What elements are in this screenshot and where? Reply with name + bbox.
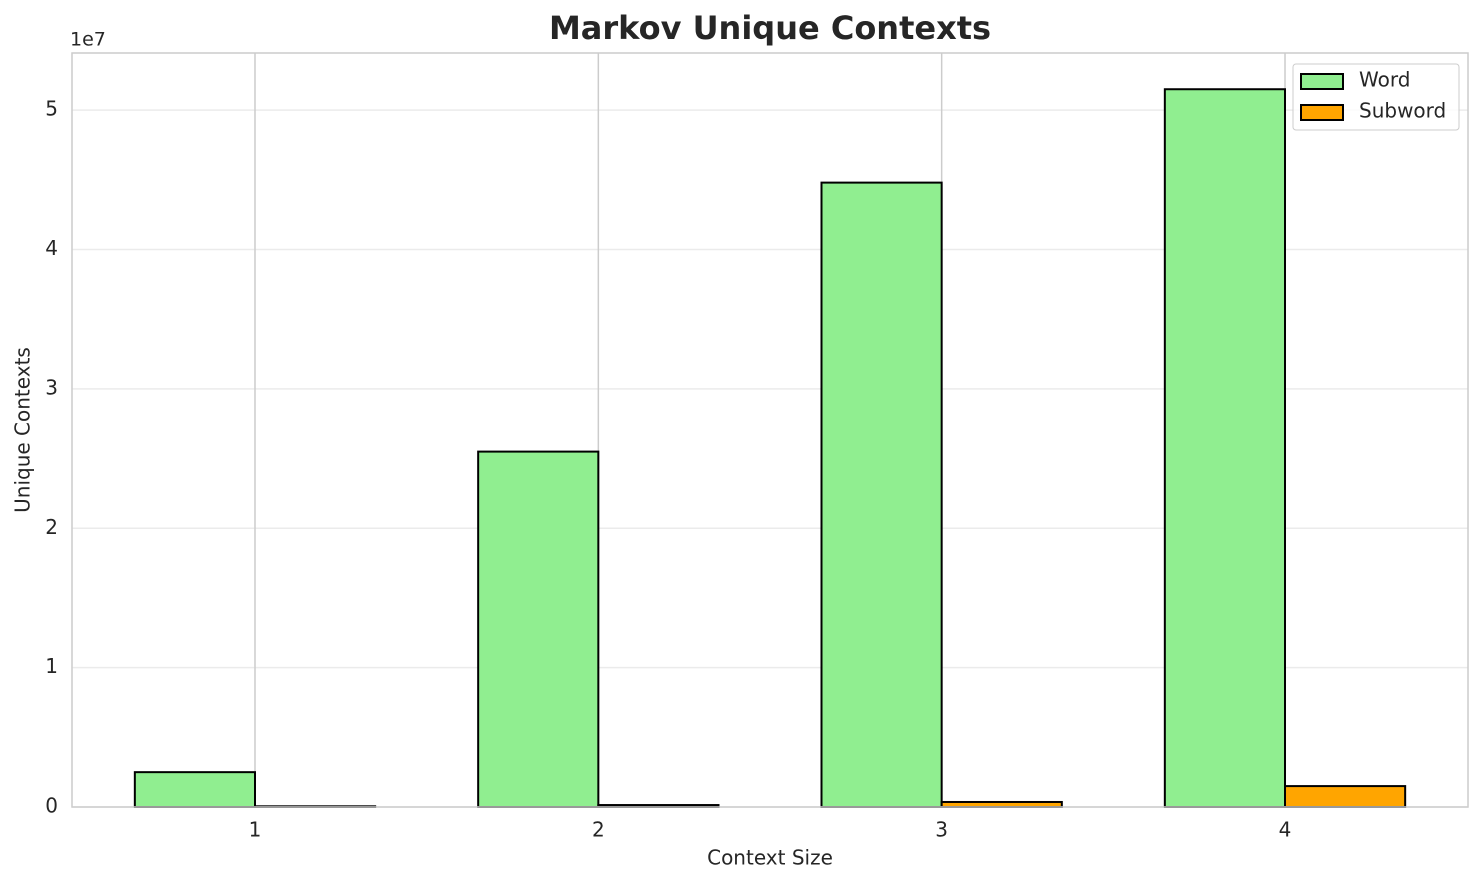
bar <box>940 800 1063 808</box>
bar <box>133 771 256 808</box>
y-axis-label: Unique Contexts <box>11 347 35 513</box>
bar <box>1284 785 1407 809</box>
x-axis-label: Context Size <box>707 846 833 870</box>
bar <box>1163 88 1287 809</box>
y-tick-label: 3 <box>45 375 58 399</box>
chart-title: Markov Unique Contexts <box>549 9 991 47</box>
y-offset-label: 1e7 <box>70 29 106 51</box>
y-tick-label: 5 <box>45 97 58 121</box>
x-tick-label: 4 <box>1279 818 1292 842</box>
y-tick-label: 1 <box>45 654 58 678</box>
x-tick-label: 2 <box>592 818 605 842</box>
y-tick-label: 4 <box>45 236 58 260</box>
x-tick-label: 3 <box>935 818 948 842</box>
bar <box>820 181 943 808</box>
legend-swatch <box>1300 104 1344 121</box>
legend-label: Subword <box>1359 99 1446 123</box>
y-tick-label: 0 <box>45 794 58 818</box>
legend-swatch <box>1300 73 1344 90</box>
bar <box>477 450 600 808</box>
y-tick-label: 2 <box>45 515 58 539</box>
legend-label: Word <box>1359 68 1410 92</box>
x-tick-label: 1 <box>249 818 262 842</box>
plot-frame <box>71 52 1469 808</box>
